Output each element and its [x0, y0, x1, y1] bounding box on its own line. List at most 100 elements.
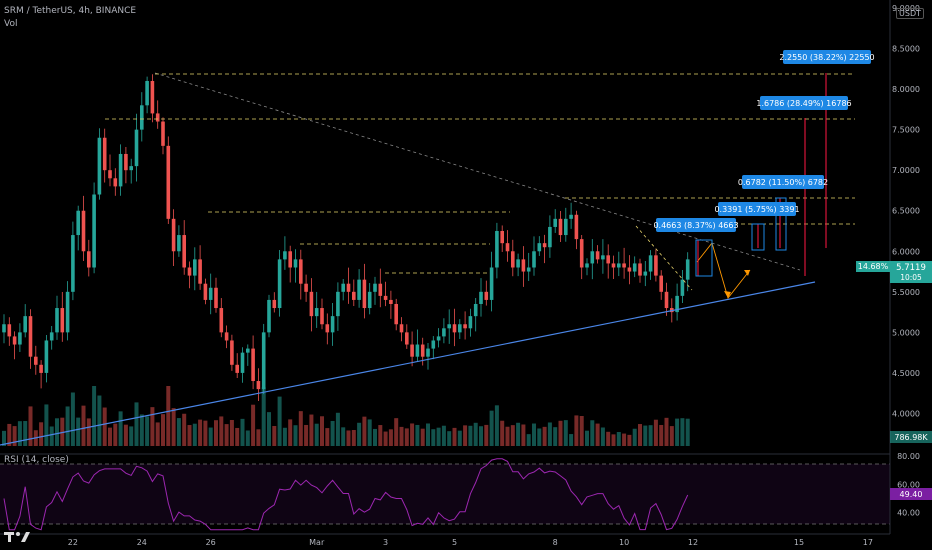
rsi-tick-label: 40.00 — [897, 509, 920, 518]
candle-body — [177, 235, 181, 252]
volume-bar — [341, 427, 346, 446]
target-box — [695, 239, 713, 277]
candle-body — [267, 299, 271, 333]
volume-bar — [325, 428, 330, 446]
volume-bar — [12, 426, 17, 446]
rsi-axis[interactable]: 80.00 60.00 40.00 — [897, 452, 920, 518]
volume-bar — [187, 425, 192, 446]
candle-body — [76, 210, 80, 236]
volume-bar — [92, 386, 97, 446]
volume-bar — [669, 426, 674, 446]
candle-body — [28, 316, 33, 357]
volume-bar — [516, 422, 521, 446]
volume-bar — [298, 411, 303, 446]
candle-body — [685, 259, 690, 280]
volume-bar — [192, 423, 197, 446]
volume-bar — [70, 392, 75, 446]
volume-bar — [161, 414, 165, 446]
volume-bar — [484, 424, 489, 446]
candle-body — [558, 218, 563, 236]
price-axis[interactable]: 9.00008.50008.00007.50007.00006.50006.00… — [892, 4, 920, 418]
volume-bar — [394, 418, 399, 446]
volume-bar — [208, 427, 213, 446]
volume-bar — [457, 430, 462, 446]
candle-body — [171, 218, 176, 252]
volume-bar — [463, 425, 468, 446]
candle-body — [675, 295, 679, 313]
symbol-title[interactable]: SRM / TetherUS, 4h, BINANCE — [4, 6, 137, 16]
candle-body — [564, 218, 568, 236]
candle-body — [532, 251, 536, 268]
candle-body — [277, 259, 282, 309]
currency-badge[interactable]: USDT — [896, 8, 924, 19]
candle-body — [405, 332, 409, 345]
volume-bar — [643, 425, 648, 446]
volume-bar — [653, 419, 658, 446]
volume-bar — [590, 420, 595, 446]
candle-body — [81, 210, 86, 252]
volume-bar — [500, 420, 505, 446]
price-tick-label: 8.0000 — [892, 85, 920, 94]
candle-body — [7, 324, 12, 337]
candle-body — [71, 235, 75, 292]
price-tick-label: 4.0000 — [892, 409, 920, 418]
candle-body — [357, 279, 361, 300]
candle-body — [452, 324, 457, 333]
candle-body — [134, 129, 139, 167]
candle-body — [680, 279, 685, 296]
candle-body — [638, 263, 642, 276]
volume-bar — [55, 418, 59, 446]
candle-body — [49, 332, 54, 341]
volume-bar — [240, 418, 245, 446]
price-tick-label: 4.5000 — [892, 369, 920, 378]
candle-body — [463, 324, 467, 329]
volume-bar — [473, 422, 478, 446]
annotation-1: 0.4663 (8.37%) 4663 — [653, 221, 738, 230]
volume-bar — [622, 433, 627, 446]
candle-body — [330, 316, 335, 333]
candle-body — [272, 299, 277, 309]
candle-body — [479, 291, 483, 304]
candle-body — [410, 344, 414, 357]
annotation-4: 1.6786 (28.49%) 16786 — [756, 99, 851, 108]
rsi-line — [3, 458, 689, 531]
candle-body — [92, 194, 96, 268]
candle-body — [627, 267, 632, 272]
volume-bar — [367, 419, 372, 446]
arrow-head — [744, 270, 750, 276]
volume-bar — [17, 421, 22, 446]
volume-bar — [176, 418, 181, 446]
volume-bar — [171, 408, 176, 446]
candle-body — [293, 259, 298, 268]
volume-bar — [479, 426, 483, 446]
time-tick-label: 17 — [863, 538, 873, 547]
volume-bar — [235, 427, 240, 446]
candle-body — [511, 251, 515, 268]
volume-bar — [547, 422, 552, 446]
volume-bar — [574, 415, 579, 446]
annotation-labels: 0.4663 (8.37%) 4663 0.3391 (5.75%) 3391 … — [653, 50, 875, 232]
candle-body — [622, 263, 626, 268]
candle-body — [389, 299, 393, 304]
time-axis[interactable]: 222426Mar3581012151719 — [68, 538, 932, 547]
candle-body — [261, 332, 266, 390]
volume-bar — [145, 416, 150, 446]
candle-body — [654, 255, 658, 276]
candle-body — [288, 251, 292, 268]
time-tick-label: 8 — [553, 538, 558, 547]
candle-body — [102, 137, 107, 171]
volume-bar — [436, 427, 441, 446]
chart-drawings — [0, 72, 855, 446]
volume-bar — [267, 412, 271, 446]
candle-body — [659, 275, 663, 292]
descending-trendline — [154, 72, 801, 271]
volume-bar — [664, 417, 669, 446]
price-tick-label: 6.0000 — [892, 247, 920, 256]
volume-bar — [97, 395, 102, 446]
candle-body — [500, 231, 504, 244]
volume-bar — [542, 426, 547, 446]
candle-body — [617, 263, 621, 268]
volume-bar — [378, 425, 383, 446]
volume-bar — [431, 429, 436, 446]
